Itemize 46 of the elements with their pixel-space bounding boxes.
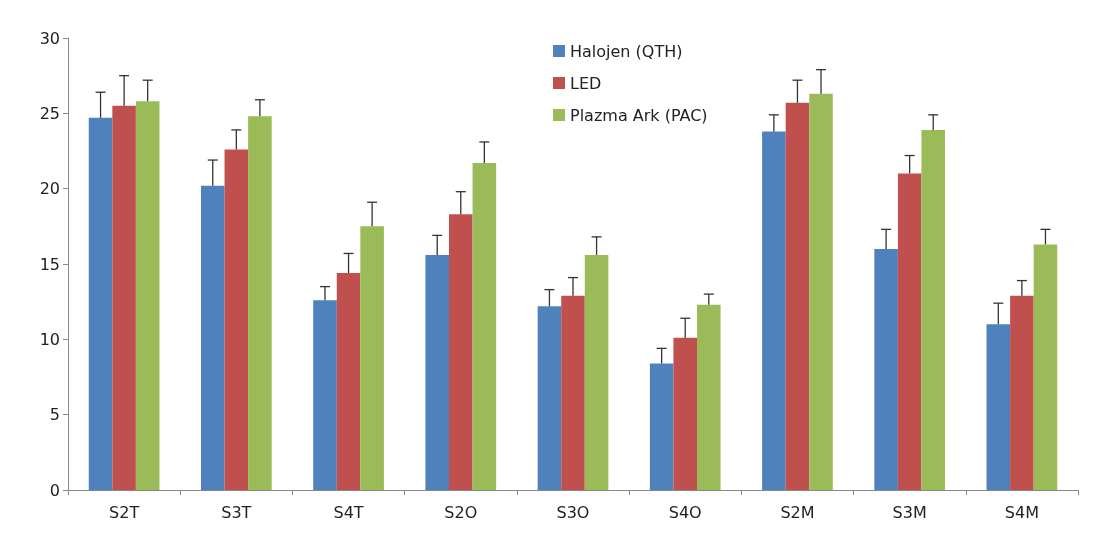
legend-label: LED xyxy=(570,73,602,93)
x-tick-label: S4O xyxy=(668,502,702,522)
bar xyxy=(88,117,113,490)
bar xyxy=(986,324,1011,490)
bar xyxy=(472,163,497,490)
y-tick-label: 0 xyxy=(49,480,60,500)
bar xyxy=(697,304,721,490)
bar xyxy=(785,102,810,490)
bar xyxy=(537,306,562,490)
y-tick-label: 20 xyxy=(39,179,60,199)
bar xyxy=(762,131,786,490)
bar xyxy=(112,105,136,490)
x-tick-label: S2M xyxy=(780,502,815,522)
bar xyxy=(584,254,609,490)
bar xyxy=(874,248,898,490)
x-tick-label: S4M xyxy=(1004,502,1039,522)
bar xyxy=(360,226,384,490)
bar xyxy=(336,273,361,490)
x-tick-label: S3M xyxy=(892,502,927,522)
bar xyxy=(135,101,160,490)
bar xyxy=(649,363,674,490)
bar xyxy=(248,116,272,490)
x-tick-label: S2T xyxy=(109,502,140,522)
bar xyxy=(200,185,225,490)
y-tick-label: 25 xyxy=(39,103,60,123)
bar xyxy=(313,300,337,490)
bar xyxy=(448,214,473,490)
bar xyxy=(425,254,449,490)
bar xyxy=(897,173,922,490)
bar xyxy=(1033,244,1058,490)
x-tick-label: S3O xyxy=(556,502,590,522)
bar xyxy=(809,93,833,490)
legend-label: Plazma Ark (PAC) xyxy=(570,105,708,125)
x-tick-label: S4T xyxy=(333,502,364,522)
x-tick-label: S2O xyxy=(444,502,478,522)
bar xyxy=(561,295,585,490)
bar xyxy=(921,129,946,490)
y-tick-label: 30 xyxy=(39,28,60,48)
bar xyxy=(1010,295,1034,490)
bar xyxy=(673,337,698,490)
legend-label: Halojen (QTH) xyxy=(570,41,683,61)
y-tick-label: 5 xyxy=(49,405,60,425)
x-tick-label: S3T xyxy=(221,502,252,522)
bar xyxy=(224,149,249,490)
y-tick-label: 10 xyxy=(39,329,60,349)
y-tick-label: 15 xyxy=(39,254,60,274)
